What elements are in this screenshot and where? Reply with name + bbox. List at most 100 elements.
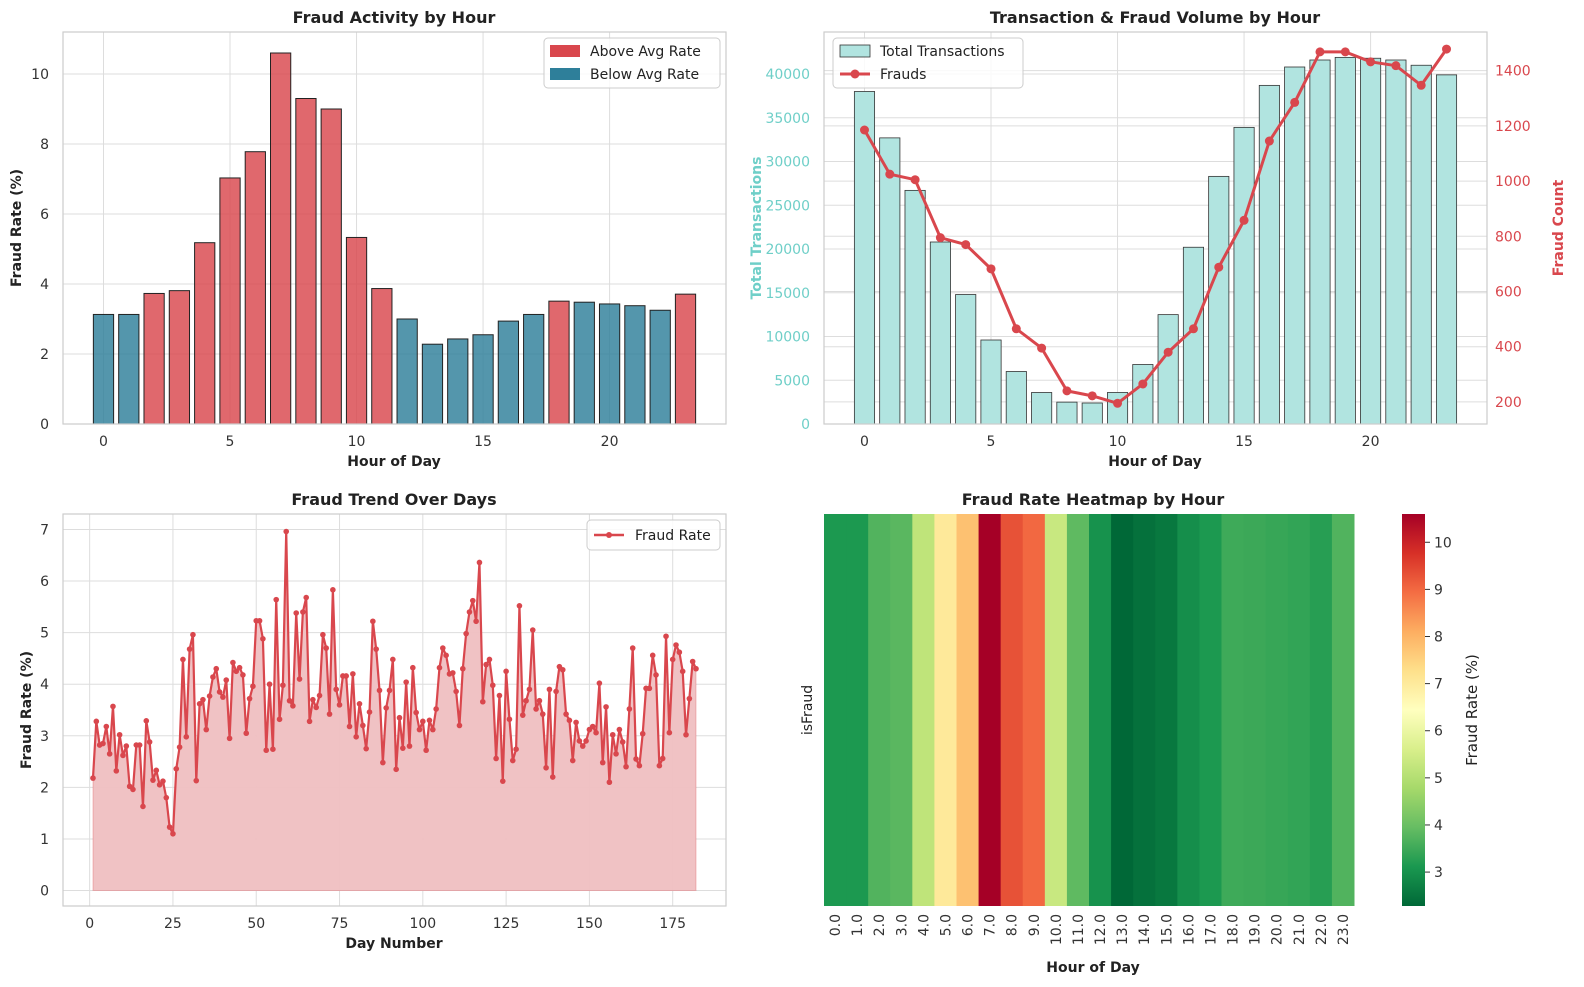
p3-point [306, 718, 313, 725]
p3-legend: Fraud Rate [586, 519, 721, 551]
p3-point [103, 723, 110, 730]
p3-point [210, 674, 216, 680]
p3-point [459, 665, 466, 672]
p3-point [423, 747, 429, 754]
p3-point [463, 630, 469, 637]
p1-bar [295, 98, 317, 425]
p1-x-tick-label: 10 [348, 434, 366, 450]
p3-point [473, 618, 479, 625]
p3-point [223, 677, 230, 683]
p3-point [220, 694, 226, 700]
p4-y-label: isFraud [800, 685, 816, 735]
p2-y-tick-label: 15000 [765, 286, 810, 302]
p1-bar [497, 320, 519, 425]
p3-point [589, 723, 596, 730]
p3-point [176, 744, 183, 750]
p2-frauds-point [1163, 347, 1173, 357]
p3-x-tick-label: 75 [331, 916, 349, 932]
p4-x-tick-label: 16.0 [1181, 914, 1197, 945]
p3-point [489, 682, 496, 689]
p3-point [230, 659, 236, 666]
p1-axes-frame [62, 31, 727, 425]
p3-point [303, 594, 310, 601]
p4-x-tick-label: 6.0 [961, 914, 977, 936]
p2-bar [1208, 175, 1230, 425]
p1-bar [219, 177, 241, 425]
p3-point [516, 603, 523, 609]
p1-bar [396, 318, 418, 425]
p3-y-tick-label: 0 [40, 884, 49, 900]
p4-x-tick-label: 7.0 [983, 914, 999, 936]
p4-x-tick-label: 0.0 [828, 914, 844, 936]
p3-point [406, 743, 413, 749]
p1-x-label: Hour of Day [347, 454, 440, 470]
p3-point [416, 726, 423, 733]
p3-point [236, 664, 243, 671]
p4-heatmap-cell [846, 514, 869, 906]
p4-heatmap-cell [1022, 514, 1046, 906]
p1-bar [548, 300, 570, 425]
p1-bar [270, 52, 292, 425]
p2-frauds-point [935, 233, 945, 243]
p4-heatmap-cell [1111, 514, 1134, 906]
p3-point [486, 656, 493, 663]
p4-x-tick-label: 8.0 [1005, 914, 1021, 936]
p2-frauds-point [1188, 324, 1198, 334]
p3-point [629, 645, 636, 651]
p3-x-label: Day Number [345, 936, 442, 952]
p2-frauds-polyline [863, 48, 1448, 405]
p3-point [599, 759, 606, 766]
p3-point [636, 762, 643, 769]
p4-x-tick-label: 5.0 [938, 914, 954, 936]
p3-point [156, 781, 163, 788]
p4-x-tick-label: 12.0 [1093, 914, 1109, 945]
p3-legend-marker [606, 532, 612, 538]
p3-point [263, 747, 270, 754]
p3-point [566, 717, 573, 724]
p4-heatmap-cell [1265, 514, 1289, 906]
p4-x-tick-label: 4.0 [916, 914, 932, 936]
p3-point [673, 642, 679, 648]
p3-point [173, 766, 180, 772]
p3-point [296, 676, 303, 682]
p2-bar [1309, 59, 1331, 425]
p2-y2-tick-label: 1000 [1495, 174, 1531, 190]
p4-colorbar-label: Fraud Rate (%) [1463, 654, 1481, 766]
p2-frauds-point [1011, 324, 1021, 334]
p4-heatmap-cell [934, 514, 957, 906]
p1-y-tick-label: 0 [40, 417, 49, 433]
p2-y2-tick-label: 200 [1495, 395, 1522, 411]
p3-point [526, 686, 533, 693]
p3-point [456, 722, 463, 729]
p3-point [320, 631, 326, 638]
p4-heatmap-cells [824, 514, 1355, 906]
p3-point [190, 631, 196, 638]
p3-point [250, 683, 256, 690]
p3-point [469, 597, 476, 604]
p2-legend-box [832, 37, 1024, 89]
p3-point [116, 731, 123, 738]
p3-point [539, 711, 546, 717]
p3-point [130, 786, 136, 793]
p3-point [233, 668, 240, 675]
p1-bar [573, 301, 595, 425]
p1-bar [523, 313, 545, 425]
p4-x-tick-label: 1.0 [850, 914, 866, 936]
p4-heatmap-cell [1287, 514, 1311, 906]
p2-frauds-point [859, 125, 869, 135]
p3-point [123, 743, 130, 749]
p3-point [140, 803, 146, 810]
p4-colorbar-tick-label: 7 [1434, 677, 1443, 693]
p4-colorbar-tick-label: 10 [1434, 535, 1452, 551]
p1-bar [598, 303, 621, 425]
p2-bar [904, 189, 926, 425]
p3-point [509, 757, 516, 764]
p2-frauds-point [1087, 391, 1097, 401]
p2-x-ticks: 0 5 10 15 20 [860, 434, 1379, 450]
p2-frauds-point [1138, 379, 1148, 389]
p1-bar [118, 313, 140, 425]
p3-point [106, 751, 113, 757]
p1-y-tick-label: 4 [40, 277, 49, 293]
p3-point [493, 755, 499, 762]
p3-point [430, 726, 436, 733]
